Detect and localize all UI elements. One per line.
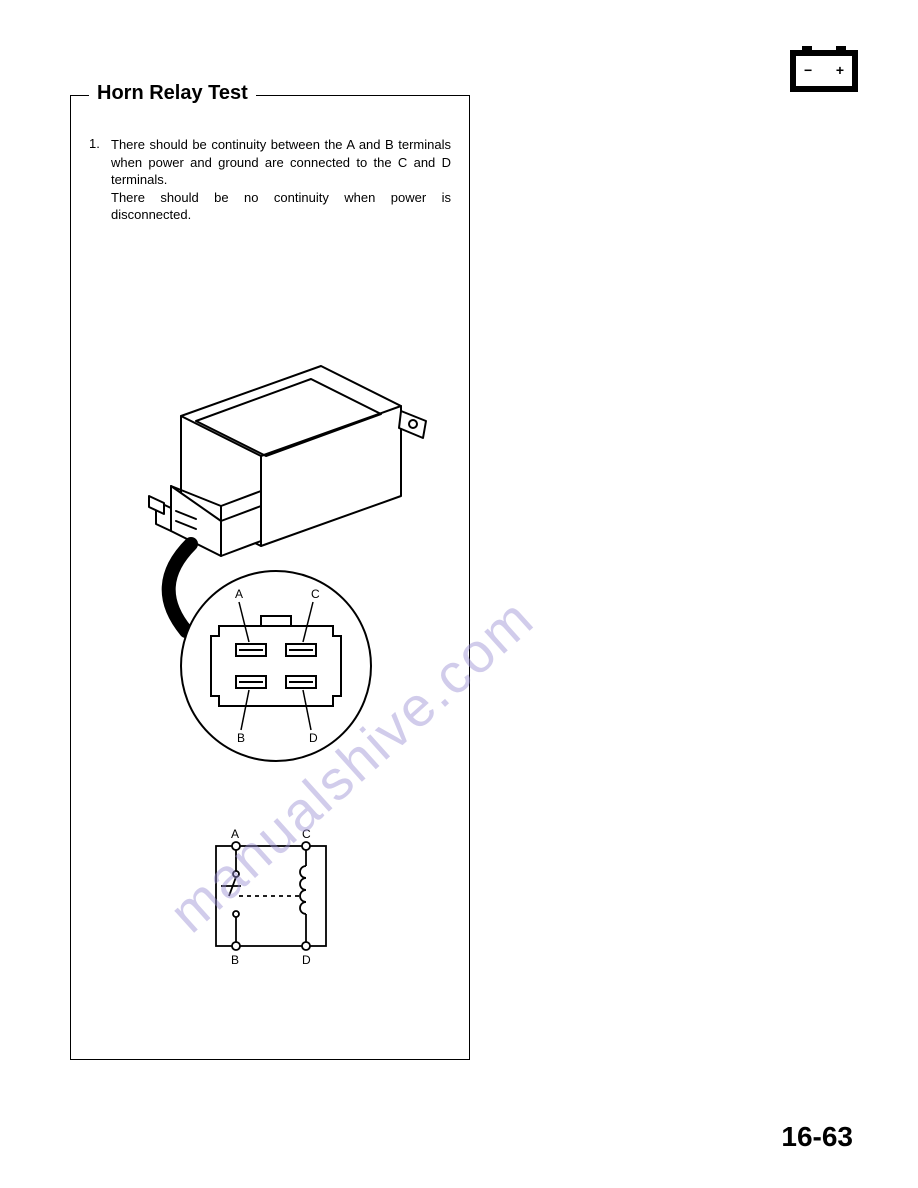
page-number: 16-63 [781,1121,853,1153]
step-line-2: There should be no continuity when power… [111,190,451,223]
procedure-box: Horn Relay Test 1. There should be conti… [70,95,470,1060]
step-block: 1. There should be continuity between th… [89,136,451,224]
step-number: 1. [89,136,111,151]
connector-label-b: B [237,731,245,745]
connector-detail: A C B D [161,536,391,766]
section-title: Horn Relay Test [89,82,256,105]
connector-label-c: C [311,587,320,601]
step-line-1: There should be continuity between the A… [111,137,451,187]
relay-schematic: A C B D [191,816,351,976]
battery-icon: − + [790,50,858,92]
battery-minus-label: − [804,62,812,78]
step-text: There should be continuity between the A… [111,136,451,224]
schematic-label-c: C [302,827,311,841]
battery-plus-label: + [836,62,844,78]
connector-label-d: D [309,731,318,745]
schematic-label-a: A [231,827,239,841]
connector-label-a: A [235,587,243,601]
schematic-label-b: B [231,953,239,967]
schematic-label-d: D [302,953,311,967]
